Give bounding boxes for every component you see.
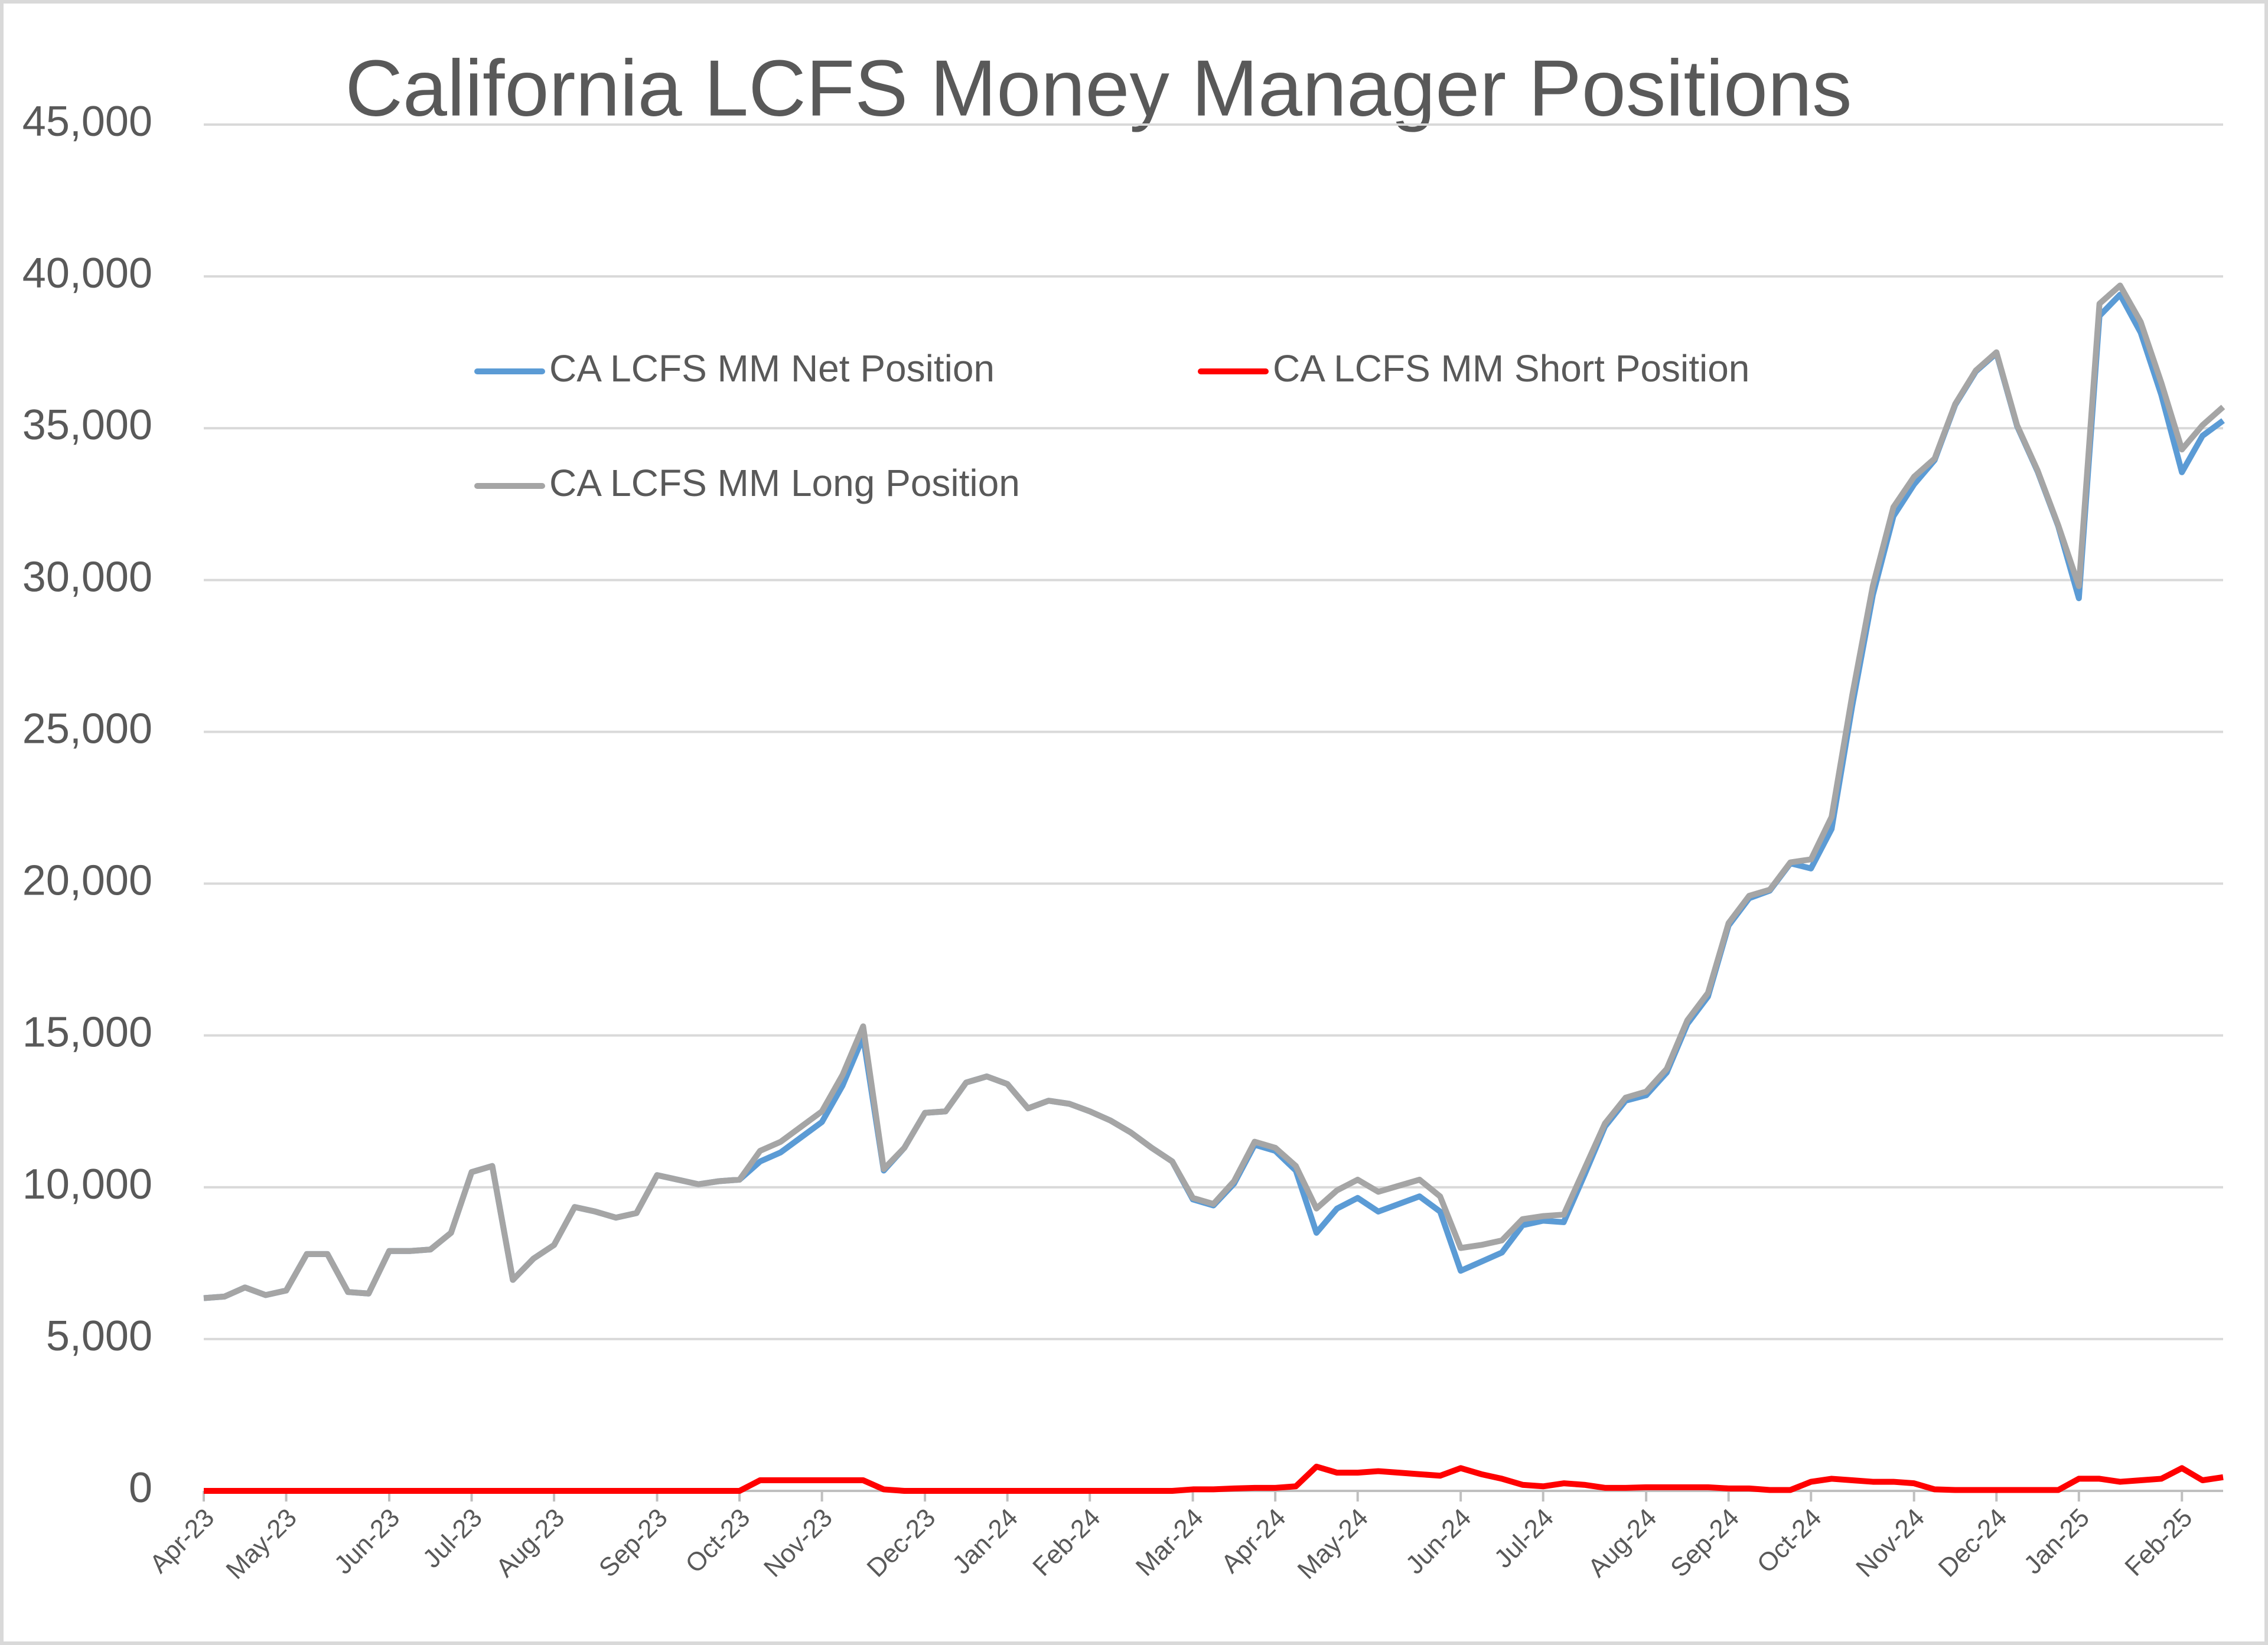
y-tick-label: 0	[129, 1464, 152, 1512]
y-tick-label: 15,000	[22, 1009, 152, 1056]
series-line	[203, 282, 2225, 1301]
y-tick-label: 10,000	[22, 1161, 152, 1208]
series-line	[204, 1463, 2224, 1494]
y-tick-label: 30,000	[22, 553, 152, 600]
legend-label: CA LCFS MM Net Position	[549, 347, 995, 390]
y-tick-label: 35,000	[22, 402, 152, 449]
legend-label: CA LCFS MM Long Position	[549, 462, 1020, 504]
legend-label: CA LCFS MM Short Position	[1273, 347, 1749, 390]
y-tick-label: 20,000	[22, 857, 152, 905]
y-tick-label: 25,000	[22, 705, 152, 752]
y-tick-label: 45,000	[22, 98, 152, 145]
chart-title: California LCFS Money Manager Positions	[345, 44, 1852, 133]
y-tick-label: 5,000	[46, 1313, 152, 1360]
y-tick-label: 40,000	[22, 250, 152, 297]
